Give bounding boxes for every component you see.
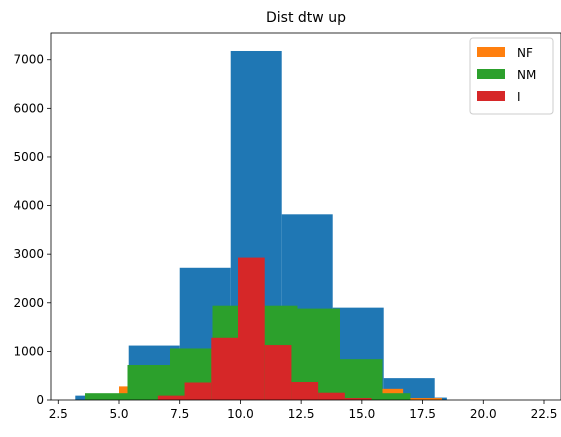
x-tick-label: 17.5 (409, 407, 436, 421)
legend-label-nf: NF (517, 46, 533, 60)
y-tick-label: 1000 (13, 344, 44, 358)
legend-label-i: I (517, 90, 521, 104)
legend-swatch-nf (477, 47, 505, 57)
bar-series-3-bin-1 (185, 383, 212, 401)
y-tick-label: 0 (36, 393, 44, 407)
bar-series-3-bin-6 (318, 393, 345, 400)
bar-series-2-bin-1 (128, 365, 171, 400)
bar-series-2-bin-6 (340, 359, 383, 400)
x-tick-label: 15.0 (348, 407, 375, 421)
y-tick-label: 3000 (13, 247, 44, 261)
legend: NF NM I (470, 38, 553, 114)
y-tick-label: 4000 (13, 199, 44, 213)
legend-swatch-i (477, 91, 505, 101)
bar-series-3-bin-5 (291, 382, 318, 400)
bar-series-2-bin-0 (85, 393, 128, 400)
y-tick-label: 2000 (13, 296, 44, 310)
x-tick-label: 22.5 (531, 407, 558, 421)
y-tick-label: 5000 (13, 150, 44, 164)
x-tick-label: 12.5 (288, 407, 315, 421)
x-tick-label: 20.0 (470, 407, 497, 421)
bar-series-3-bin-4 (265, 345, 292, 400)
bar-series-3-bin-0 (158, 396, 185, 400)
legend-label-nm: NM (517, 68, 536, 82)
y-tick-label: 7000 (13, 53, 44, 67)
bar-series-3-bin-2 (211, 338, 238, 400)
x-tick-label: 10.0 (227, 407, 254, 421)
x-tick-label: 2.5 (49, 407, 68, 421)
y-tick-label: 6000 (13, 101, 44, 115)
bar-series-0-bin-0 (75, 396, 86, 400)
x-tick-label: 7.5 (170, 407, 189, 421)
bar-series-2-bin-7 (383, 393, 411, 400)
bar-series-3-bin-3 (238, 258, 265, 400)
legend-swatch-nm (477, 69, 505, 79)
x-tick-label: 5.0 (109, 407, 128, 421)
chart-title: Dist dtw up (266, 10, 346, 26)
